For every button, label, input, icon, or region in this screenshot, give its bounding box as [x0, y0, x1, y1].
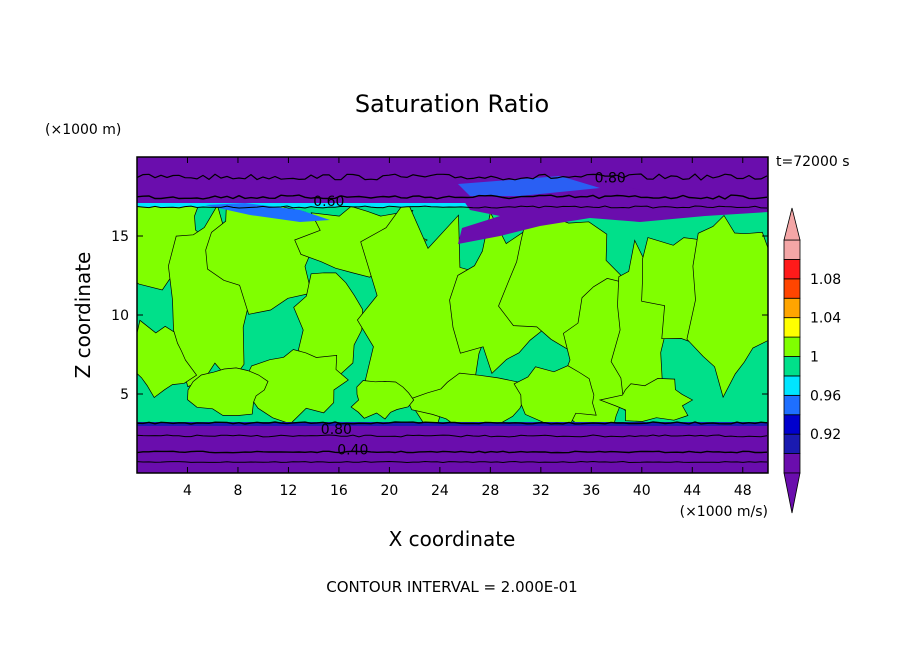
lower-transition-band — [137, 422, 768, 426]
contour-line — [137, 194, 768, 200]
contour-label: 0.80 — [321, 422, 352, 438]
colorbar-label: 0.92 — [810, 427, 841, 443]
colorbar-segment — [783, 356, 801, 377]
colorbar-segment — [783, 317, 801, 338]
contour-labels: 0.80 0.60 0.80 0.40 — [313, 171, 626, 459]
colorbar-segment — [783, 336, 801, 357]
y-unit-label: (×1000 m) — [45, 122, 121, 138]
contour-line — [137, 460, 768, 464]
colorbar-top-arrow — [783, 207, 801, 241]
colorbar-segment — [783, 278, 801, 299]
moist-patch — [137, 319, 198, 399]
colorbar-label: 1.04 — [810, 311, 841, 327]
upper-blue-fringe — [458, 176, 600, 196]
time-label: t=72000 s — [776, 154, 850, 170]
x-tick-label: 44 — [683, 483, 701, 499]
plot-field — [137, 157, 768, 473]
moist-patch — [513, 365, 597, 429]
x-tick-label: 36 — [582, 483, 600, 499]
x-axis-ticks: 4 8 12 16 20 24 28 32 36 40 44 48 — [183, 157, 752, 499]
colorbar-segment — [783, 433, 801, 454]
moist-patch — [205, 191, 324, 315]
y-tick-label: 15 — [111, 229, 129, 245]
moist-patch — [187, 367, 269, 416]
moist-patch — [598, 378, 694, 422]
moist-patch — [350, 380, 415, 420]
x-unit-label: (×1000 m/s) — [680, 504, 768, 520]
lower-stratified-layer — [137, 426, 768, 473]
x-tick-label: 8 — [233, 483, 242, 499]
colorbar: 0.92 0.96 1 1.04 1.08 — [783, 207, 841, 514]
upper-transition-band — [137, 203, 768, 207]
colorbar-bottom-arrow — [783, 472, 801, 514]
chart-title: Saturation Ratio — [355, 90, 549, 118]
x-axis-label: X coordinate — [389, 527, 516, 551]
y-axis-label: Z coordinate — [71, 252, 95, 379]
colorbar-segment — [783, 375, 801, 396]
colorbar-label: 0.96 — [810, 388, 841, 404]
moist-patch — [686, 214, 768, 399]
x-tick-label: 20 — [380, 483, 398, 499]
y-tick-label: 5 — [120, 387, 129, 403]
x-tick-label: 12 — [280, 483, 298, 499]
colorbar-segment — [783, 259, 801, 280]
x-tick-label: 24 — [431, 483, 449, 499]
colorbar-segment — [783, 239, 801, 260]
contour-line — [137, 450, 768, 454]
contour-label: 0.80 — [595, 171, 626, 187]
y-tick-label: 10 — [111, 308, 129, 324]
x-tick-label: 4 — [183, 483, 192, 499]
colorbar-segment — [783, 394, 801, 416]
contour-line — [137, 205, 768, 209]
colorbar-label: 1.08 — [810, 272, 841, 288]
contour-line — [137, 173, 768, 181]
contour-line — [137, 421, 768, 425]
moist-patches — [137, 177, 768, 451]
x-tick-label: 32 — [532, 483, 550, 499]
x-tick-label: 40 — [633, 483, 651, 499]
x-tick-label: 48 — [734, 483, 752, 499]
moist-patch — [293, 272, 364, 382]
contour-line — [137, 434, 768, 438]
contour-label: 0.40 — [337, 442, 368, 458]
colorbar-segment — [783, 297, 801, 319]
x-tick-label: 28 — [481, 483, 499, 499]
contour-interval-note: CONTOUR INTERVAL = 2.000E-01 — [326, 578, 577, 596]
contour-lines — [137, 173, 768, 464]
x-tick-label: 16 — [330, 483, 348, 499]
colorbar-segment — [783, 453, 801, 474]
colorbar-segment — [783, 414, 801, 435]
y-axis-ticks: 5 10 15 — [111, 229, 768, 403]
contour-label: 0.60 — [313, 194, 344, 210]
colorbar-label: 1 — [810, 350, 819, 366]
